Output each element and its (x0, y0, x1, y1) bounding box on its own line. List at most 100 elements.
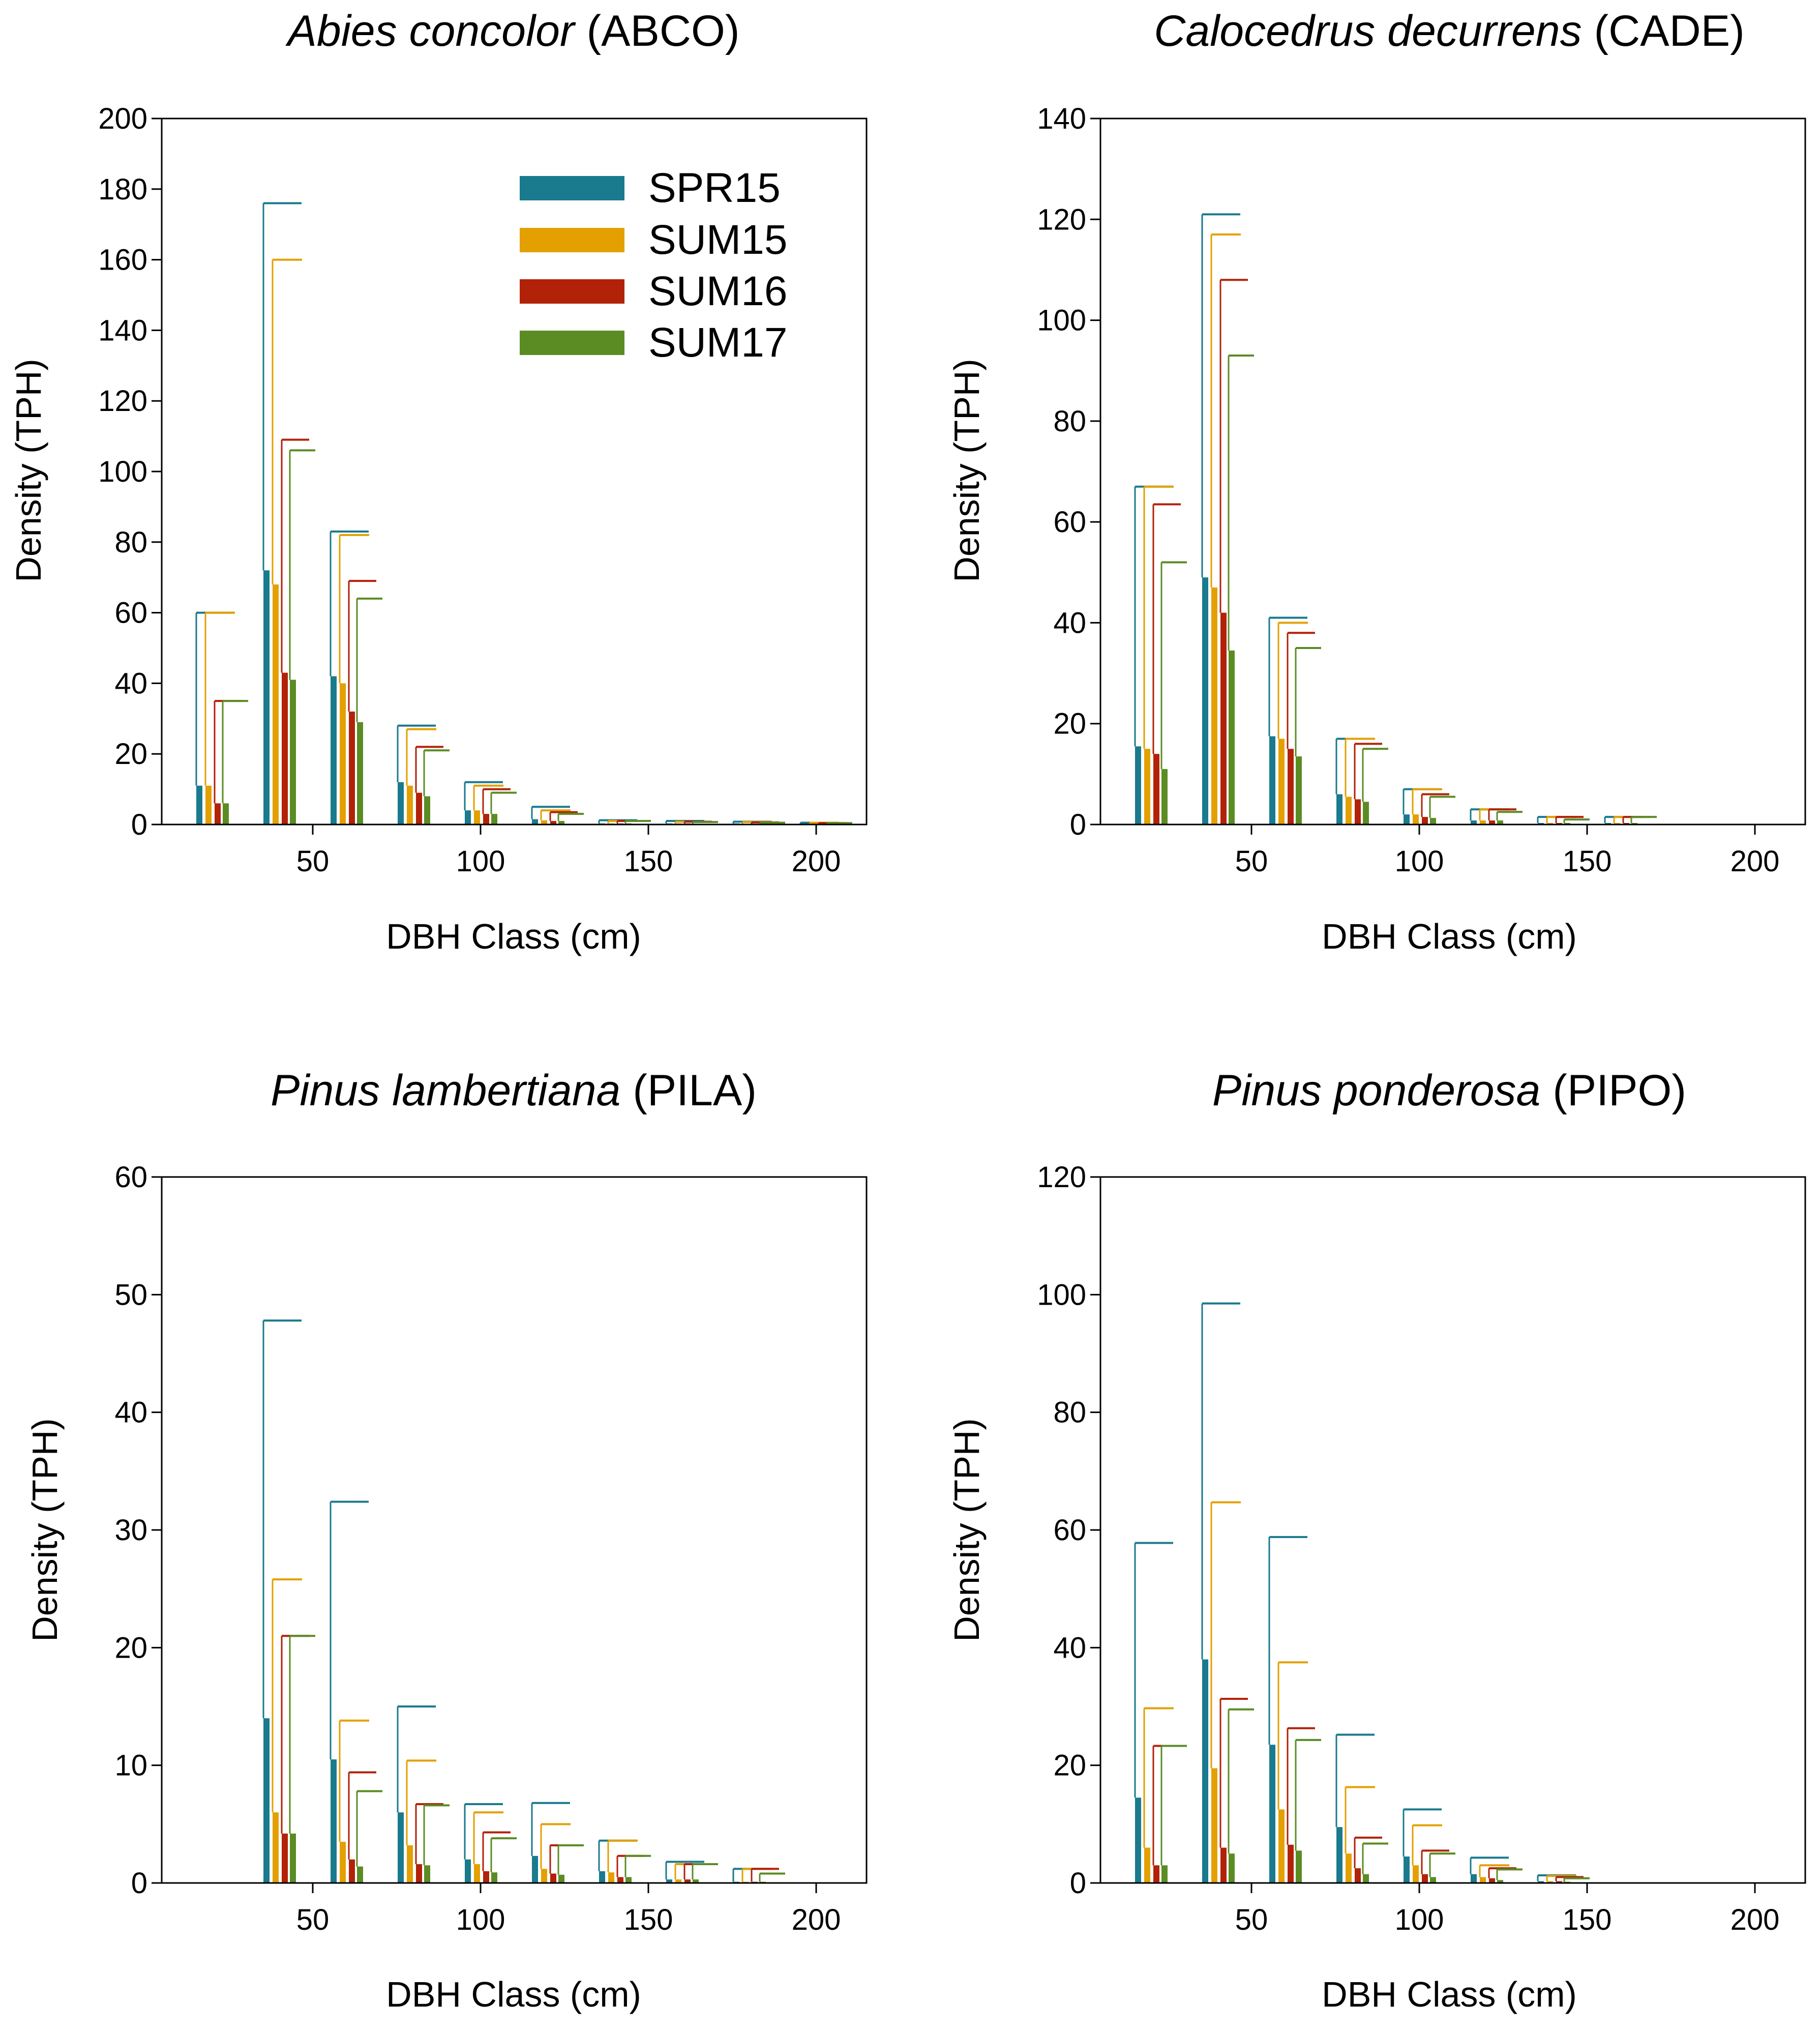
bar-sum15 (273, 1812, 279, 1883)
y-tick-label: 0 (1070, 1867, 1086, 1900)
y-tick-label: 20 (1053, 708, 1086, 741)
bar-spr15 (331, 1759, 337, 1883)
y-axis-label: Density (TPH) (25, 1418, 65, 1641)
bar-sum16 (1153, 754, 1159, 824)
y-tick-label: 20 (1053, 1749, 1086, 1782)
y-tick-label: 120 (98, 385, 147, 418)
y-tick-label: 0 (131, 808, 147, 841)
bar-sum16 (1355, 1868, 1361, 1883)
bar-sum17 (491, 1872, 497, 1883)
bar-sum15 (474, 1864, 480, 1883)
bar-sum15 (1144, 1847, 1150, 1883)
bar-sum16 (349, 711, 355, 824)
x-tick-label: 50 (296, 1903, 330, 1936)
legend-label-sum15: SUM15 (648, 217, 787, 263)
x-tick-label: 150 (624, 1903, 673, 1936)
bar-sum16 (617, 1877, 623, 1883)
y-tick-label: 20 (114, 738, 147, 771)
bar-sum15 (1413, 814, 1419, 824)
bar-sum16 (483, 1871, 489, 1883)
bar-sum17 (1161, 769, 1168, 824)
x-axis-label: DBH Class (cm) (1322, 917, 1577, 956)
bar-sum17 (558, 1874, 564, 1883)
bar-sum17 (357, 1866, 363, 1883)
legend-swatch-sum16 (520, 279, 624, 304)
y-tick-label: 100 (1037, 304, 1086, 337)
bar-spr15 (331, 676, 337, 824)
bar-sum15 (340, 683, 346, 824)
bar-sum15 (407, 785, 413, 824)
y-tick-label: 140 (1037, 102, 1086, 135)
bar-sum17 (1430, 818, 1436, 824)
species-code: (CADE) (1594, 7, 1745, 55)
bar-spr15 (1471, 1874, 1477, 1883)
x-tick-label: 50 (1235, 1903, 1268, 1936)
species-code: (PIPO) (1553, 1066, 1686, 1115)
y-tick-label: 40 (1053, 1631, 1086, 1664)
y-axis-label: Density (TPH) (947, 1418, 987, 1641)
y-tick-label: 180 (98, 173, 147, 206)
y-tick-label: 40 (1053, 606, 1086, 639)
species-name: Calocedrus decurrens (1154, 7, 1582, 55)
y-tick-label: 0 (1070, 808, 1086, 841)
chart-title: Abies concolor (ABCO) (285, 7, 740, 55)
plot-frame (161, 1176, 868, 1884)
bar-sum17 (1296, 1850, 1302, 1883)
bar-sum15 (205, 785, 212, 824)
y-axis-label: Density (TPH) (9, 359, 48, 582)
species-name: Abies concolor (285, 7, 576, 55)
bar-sum17 (1430, 1877, 1436, 1883)
x-tick-label: 200 (792, 845, 841, 878)
plot-marks: 0 20 40 60 80 100 120 140 50 100 150 200 (1037, 102, 1779, 878)
bar-sum15 (273, 584, 279, 824)
x-axis-label: DBH Class (cm) (386, 917, 641, 956)
bar-sum16 (1220, 612, 1227, 824)
bar-sum15 (1413, 1865, 1419, 1883)
panel-pila: Pinus lambertiana (PILA) DBH Class (cm) … (25, 1066, 868, 2014)
legend-swatch-sum17 (520, 331, 624, 355)
bar-sum16 (1288, 749, 1294, 824)
bar-sum15 (541, 820, 547, 824)
y-tick-label: 100 (1037, 1278, 1086, 1311)
bar-sum15 (1144, 749, 1150, 824)
bar-sum15 (1547, 1881, 1553, 1883)
y-tick-label: 20 (114, 1631, 147, 1664)
bar-sum17 (290, 680, 296, 824)
y-tick-label: 120 (1037, 203, 1086, 236)
bar-spr15 (398, 782, 404, 824)
bar-spr15 (1202, 1659, 1208, 1883)
plot-frame (1099, 117, 1806, 826)
panel-abco: Abies concolor (ABCO) DBH Class (cm) Den… (9, 7, 868, 956)
bar-sum16 (550, 821, 556, 824)
y-tick-label: 30 (114, 1514, 147, 1547)
bar-spr15 (1135, 746, 1141, 824)
bar-sum16 (282, 672, 288, 824)
y-tick-label: 40 (114, 1396, 147, 1429)
y-tick-label: 120 (1037, 1161, 1086, 1194)
bar-sum16 (416, 1864, 422, 1883)
x-tick-label: 50 (1235, 845, 1268, 878)
species-name: Pinus ponderosa (1212, 1066, 1540, 1115)
bar-sum16 (416, 792, 422, 824)
bar-sum15 (1211, 587, 1217, 824)
x-tick-label: 100 (456, 845, 505, 878)
bar-sum17 (1363, 802, 1369, 824)
bar-spr15 (398, 1812, 404, 1883)
y-tick-label: 40 (114, 667, 147, 700)
y-tick-label: 100 (98, 455, 147, 488)
y-tick-label: 200 (98, 102, 147, 135)
bar-sum15 (1346, 797, 1352, 824)
x-axis-label: DBH Class (cm) (386, 1975, 641, 2014)
bar-spr15 (532, 1856, 538, 1883)
bar-sum16 (1288, 1844, 1294, 1883)
bar-sum15 (1211, 1768, 1217, 1883)
bar-sum16 (684, 1879, 691, 1883)
chart-title: Pinus lambertiana (PILA) (271, 1066, 757, 1115)
bar-sum17 (223, 803, 229, 824)
plot-frame (1099, 1176, 1806, 1884)
legend-label-sum17: SUM17 (648, 319, 787, 366)
x-axis-label: DBH Class (cm) (1322, 1975, 1577, 2014)
chart-title: Calocedrus decurrens (CADE) (1154, 7, 1744, 55)
x-tick-label: 100 (456, 1903, 505, 1936)
bar-sum17 (558, 821, 564, 824)
